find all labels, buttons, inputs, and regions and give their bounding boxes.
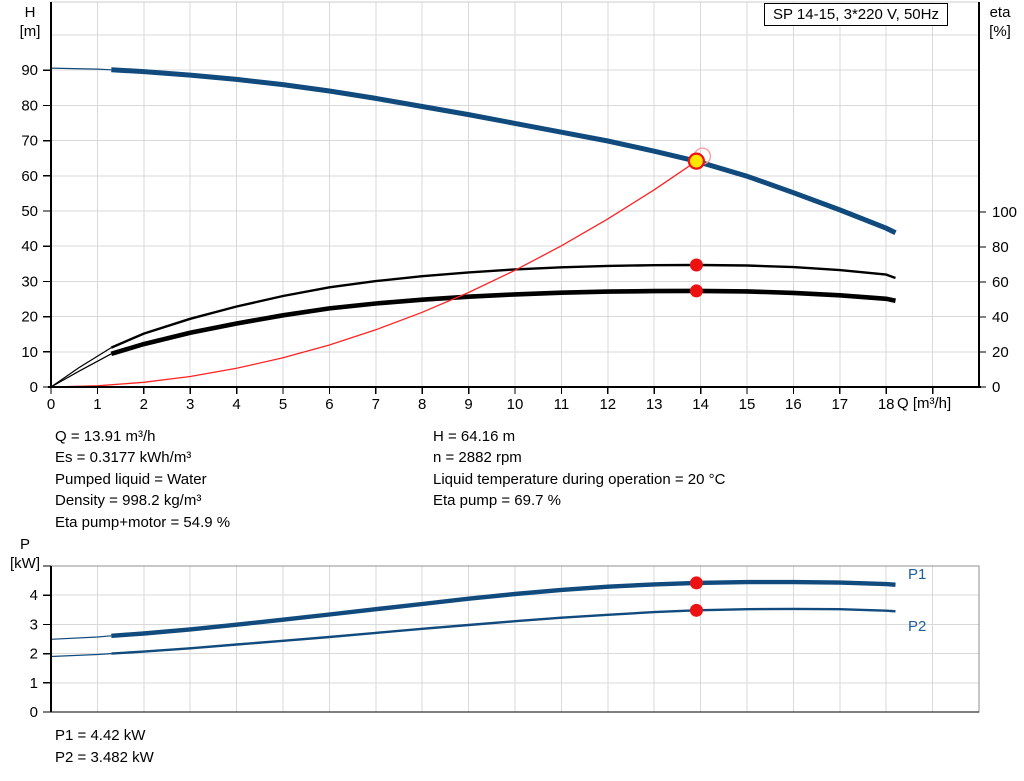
eta-tick-label: 60 xyxy=(992,274,1009,291)
p-tick-label: 4 xyxy=(30,587,38,604)
q-tick-label: 13 xyxy=(646,396,663,413)
eta-axis-symbol: eta xyxy=(989,4,1011,21)
top-chart-grid xyxy=(51,2,979,387)
q-tick-label: 14 xyxy=(692,396,709,413)
info-line-eta-pump: Eta pump = 69.7 % xyxy=(433,492,561,510)
q-tick-label: 8 xyxy=(418,396,426,413)
h-tick-label: 0 xyxy=(30,379,38,396)
system-curve-curve xyxy=(50,160,697,388)
p1-duty-dot xyxy=(689,576,703,590)
eta-axis-unit: [%] xyxy=(989,23,1011,40)
eta-tick-label: 20 xyxy=(992,344,1009,361)
h-tick-label: 40 xyxy=(21,238,38,255)
p-tick-label: 2 xyxy=(30,646,38,663)
curves xyxy=(50,67,897,658)
q-tick-label: 11 xyxy=(554,396,570,413)
eta-pump-motor-curve-thin xyxy=(50,353,112,388)
duty-info-right-column: H = 64.16 m n = 2882 rpm Liquid temperat… xyxy=(433,426,725,512)
h-tick-label: 30 xyxy=(21,273,38,290)
eta-pump-duty-dot xyxy=(689,258,703,272)
info-line-eta-pump-motor: Eta pump+motor = 54.9 % xyxy=(55,513,231,531)
h-tick-label: 90 xyxy=(21,62,38,79)
q-tick-label: 9 xyxy=(464,396,472,413)
duty-info-left-column: Q = 13.91 m³/h Es = 0.3177 kWh/m³ Pumped… xyxy=(55,426,230,533)
p2-curve-label: P2 xyxy=(908,618,927,635)
head-axis-symbol: H xyxy=(24,4,36,21)
info-line-p2: P2 = 3.482 kW xyxy=(55,749,154,766)
q-tick-label: 0 xyxy=(47,396,55,413)
eta-tick-label: 40 xyxy=(992,309,1009,326)
axes xyxy=(43,1,986,713)
head-axis-label: H [m] xyxy=(8,3,52,41)
eta-pump-curve xyxy=(110,263,896,349)
h-tick-label: 60 xyxy=(21,168,38,185)
flow-axis-label: Q [m³/h] xyxy=(897,395,952,412)
info-line-density: Density = 998.2 kg/m³ xyxy=(55,492,202,510)
q-tick-label: 4 xyxy=(232,396,240,413)
q-tick-label: 12 xyxy=(599,396,616,413)
power-axis-symbol: P xyxy=(19,536,30,553)
info-line-head: H = 64.16 m xyxy=(433,428,516,445)
head-curve-thin xyxy=(50,67,112,71)
q-tick-label: 17 xyxy=(831,396,848,413)
bottom-chart-grid xyxy=(51,566,979,712)
q-tick-label: 5 xyxy=(279,396,287,413)
p-tick-label: 3 xyxy=(30,616,38,633)
power-axis-label: P [kW] xyxy=(2,535,48,573)
info-line-specific-energy: Es = 0.3177 kWh/m³ xyxy=(55,449,192,467)
eta-axis-label: eta [%] xyxy=(978,3,1022,41)
p1-curve-thin xyxy=(50,635,112,640)
info-line-flow: Q = 13.91 m³/h xyxy=(55,428,156,445)
q-tick-label: 7 xyxy=(372,396,380,413)
h-tick-label: 10 xyxy=(21,344,38,361)
q-tick-label: 15 xyxy=(739,396,756,413)
q-tick-label: 10 xyxy=(507,396,524,413)
p2-duty-dot xyxy=(689,603,703,617)
eta-pump-curve-thin xyxy=(50,347,112,388)
q-tick-label: 2 xyxy=(140,396,148,413)
power-values: P1 = 4.42 kW P2 = 3.482 kW xyxy=(55,725,154,769)
eta-pump-motor-curve xyxy=(110,288,896,357)
p2-curve-thin xyxy=(50,653,112,658)
q-tick-label: 3 xyxy=(186,396,194,413)
p1-curve-label: P1 xyxy=(908,566,927,583)
head-curve xyxy=(111,67,897,236)
info-line-pumped-liquid: Pumped liquid = Water xyxy=(55,470,207,488)
q-tick-label: 16 xyxy=(785,396,802,413)
duty-point-marker xyxy=(687,152,706,170)
info-line-liquid-temperature: Liquid temperature during operation = 20… xyxy=(433,470,726,488)
eta-tick-label: 0 xyxy=(992,379,1000,396)
h-tick-label: 20 xyxy=(21,309,38,326)
p2-curve xyxy=(111,607,896,655)
q-tick-label: 1 xyxy=(93,396,101,413)
p1-curve xyxy=(111,579,896,638)
duty-point-markers xyxy=(687,147,712,617)
power-axis-unit: [kW] xyxy=(10,555,40,572)
q-tick-label: 6 xyxy=(325,396,333,413)
h-tick-label: 70 xyxy=(21,133,38,150)
eta-pump-motor-duty-dot xyxy=(689,284,703,298)
eta-tick-label: 80 xyxy=(992,239,1009,256)
p-tick-label: 0 xyxy=(30,704,38,721)
info-line-speed: n = 2882 rpm xyxy=(433,449,522,467)
q-tick-label: 18 xyxy=(878,396,895,413)
eta-tick-label: 100 xyxy=(992,204,1017,221)
info-line-p1: P1 = 4.42 kW xyxy=(55,727,146,744)
pump-model-badge: SP 14-15, 3*220 V, 50Hz xyxy=(764,3,948,26)
h-tick-label: 80 xyxy=(21,97,38,114)
p-tick-label: 1 xyxy=(30,675,38,692)
head-axis-unit: [m] xyxy=(19,23,41,40)
h-tick-label: 50 xyxy=(21,203,38,220)
